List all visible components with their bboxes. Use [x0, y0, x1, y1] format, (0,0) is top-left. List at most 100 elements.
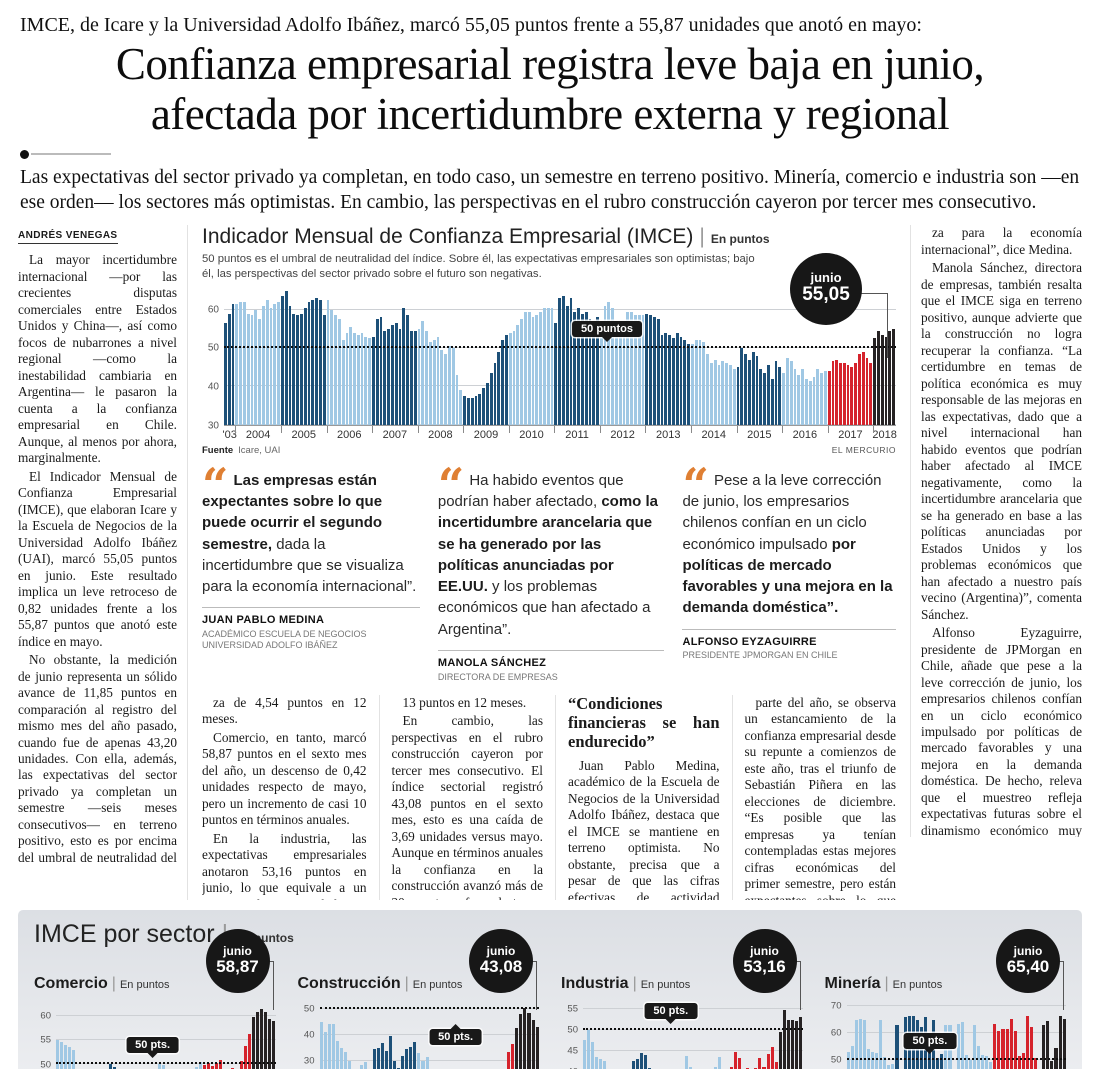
chart-title: Comercio	[34, 974, 108, 992]
y-tick-label: 60	[40, 1010, 51, 1022]
paragraph: Comercio, en tanto, marcó 58,87 puntos e…	[202, 729, 367, 828]
title-separator: |	[884, 974, 889, 992]
bar	[808, 380, 812, 425]
bar	[432, 340, 436, 425]
bar	[895, 1025, 899, 1069]
right-paragraph: Manola Sánchez, directora de empresas, t…	[921, 260, 1082, 622]
bar	[247, 1034, 251, 1069]
bar	[580, 313, 584, 425]
bar	[862, 1020, 866, 1069]
bar	[869, 363, 873, 425]
bar	[198, 1062, 202, 1069]
bar	[482, 388, 485, 425]
chart-comercio: junio 58,87 Comercio|En puntos 404550556…	[34, 928, 276, 1069]
bar	[341, 340, 345, 425]
title-separator: |	[404, 974, 409, 992]
bar	[410, 330, 413, 425]
bar	[854, 1019, 858, 1069]
bar	[109, 1064, 113, 1069]
bar	[307, 302, 311, 425]
bar	[311, 300, 315, 425]
bar	[846, 365, 850, 425]
bar	[887, 1065, 891, 1069]
y-tick-label: 60	[830, 1027, 842, 1039]
x-tick-mark	[554, 425, 556, 433]
bar	[459, 390, 463, 425]
bar	[877, 330, 880, 425]
bar	[940, 1054, 944, 1069]
x-tick-mark	[690, 425, 692, 433]
bars	[583, 1001, 803, 1069]
main-chart-title: Indicador Mensual de Confianza Empresari…	[202, 225, 896, 249]
bar	[729, 1067, 733, 1069]
bar	[675, 332, 679, 425]
bar	[246, 313, 250, 425]
quote-segment: por políticas de mercado favorables y un…	[682, 535, 893, 617]
bar	[239, 302, 242, 425]
bar	[997, 1030, 1001, 1069]
chart-header: Comercio | En puntos	[34, 975, 276, 993]
bar	[501, 340, 504, 425]
bar	[645, 313, 649, 425]
gridline	[56, 1014, 276, 1016]
bar	[770, 378, 774, 425]
x-tick-mark	[372, 425, 374, 433]
source: Fuente Icare, UAI	[202, 445, 280, 456]
x-tick-mark	[827, 425, 829, 433]
bar	[303, 307, 307, 425]
y-axis: 4045505560	[34, 1001, 56, 1069]
x-tick-label: 2009	[473, 428, 499, 441]
gridline	[846, 1005, 1066, 1007]
bar	[360, 1064, 364, 1069]
bar	[335, 1041, 339, 1069]
paragraph: 13 puntos en 12 meses.	[402, 694, 527, 710]
bar	[831, 361, 835, 425]
bar	[861, 351, 865, 425]
bar	[372, 1049, 376, 1069]
bar	[448, 346, 451, 425]
paragraph: En la industria, las expectativas empres…	[202, 830, 367, 900]
bar	[1017, 1055, 1021, 1069]
bars	[224, 287, 896, 425]
bar	[235, 303, 239, 425]
bar	[858, 1019, 862, 1069]
bar	[740, 348, 744, 425]
bar	[569, 298, 573, 425]
bar	[388, 1036, 392, 1069]
badge-month: junio	[1013, 943, 1043, 958]
x-tick-label: 2015	[747, 428, 772, 441]
bar	[72, 1049, 76, 1069]
y-tick-label: 50	[207, 342, 219, 354]
quote-sanchez: “Ha habido eventos que podrían haber afe…	[437, 462, 665, 683]
bar	[224, 323, 227, 425]
quote-medina: “Las empresas están expectantes sobre lo…	[202, 462, 420, 683]
bar	[210, 1065, 215, 1069]
badge-month: junio	[223, 943, 252, 958]
threshold-badge: 50 pts.	[644, 1002, 698, 1019]
bar	[797, 374, 801, 425]
bar	[558, 298, 561, 425]
chart-title: Industria	[561, 974, 629, 992]
quote-eyzaguirre: “Pese a la leve corrección de junio, los…	[682, 462, 896, 683]
x-tick-label: 2016	[792, 428, 818, 441]
bar	[1013, 1030, 1017, 1069]
bar	[1062, 1018, 1066, 1069]
bar	[706, 353, 709, 425]
quote-author-role: PRESIDENTE JPMORGAN EN CHILE	[682, 650, 838, 661]
x-tick-mark	[280, 425, 282, 433]
quotes-row: “Las empresas están expectantes sobre lo…	[202, 462, 896, 683]
bar	[440, 349, 444, 425]
bar	[827, 371, 831, 425]
x-tick-label: 2018	[872, 428, 897, 441]
mid-text-columns: za de 4,54 puntos en 12 meses. Comercio,…	[202, 694, 896, 900]
bar	[360, 332, 364, 425]
mid-column-3: “Condiciones financieras se han endureci…	[555, 694, 720, 900]
bar	[409, 1046, 413, 1069]
bar	[789, 361, 793, 425]
bar	[858, 353, 861, 425]
badge-month: junio	[750, 943, 779, 958]
bar	[968, 1060, 972, 1069]
source-value: Icare, UAI	[238, 444, 281, 456]
bar	[774, 361, 778, 425]
chart-unit: En puntos	[892, 978, 943, 991]
